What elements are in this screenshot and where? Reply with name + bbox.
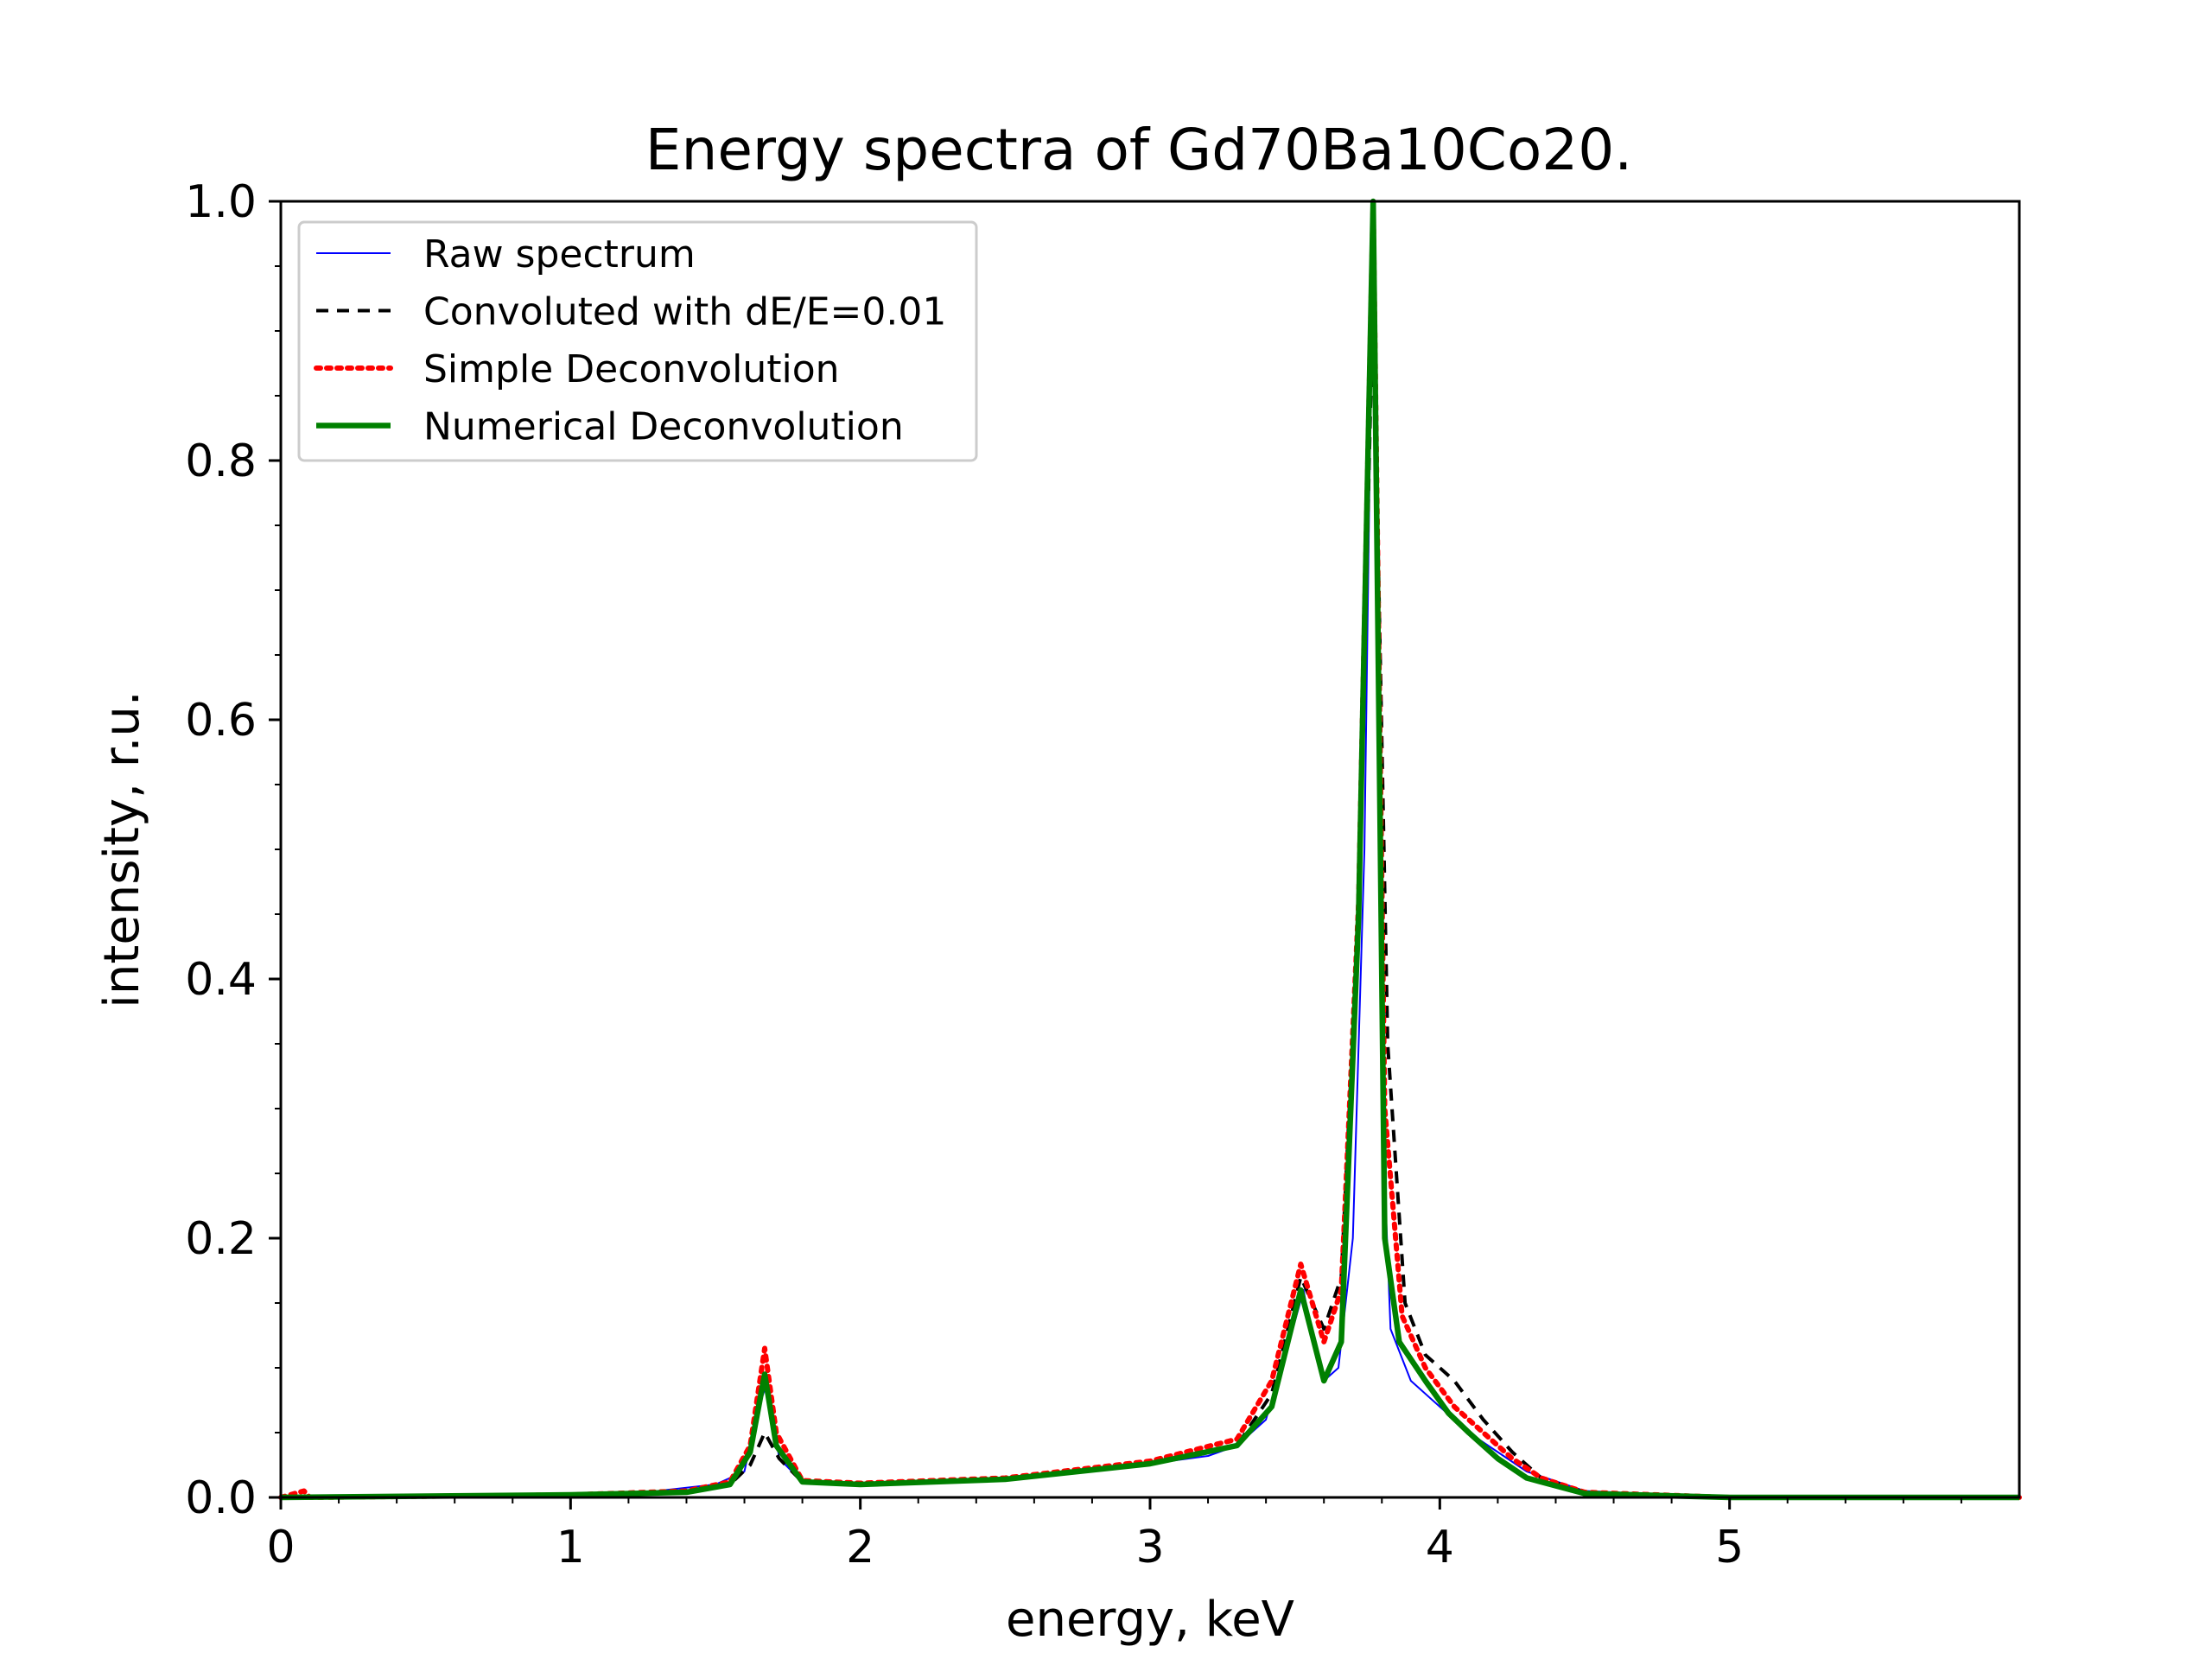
y-tick-label: 0.6 bbox=[185, 695, 257, 747]
legend-label-4: Numerical Deconvolution bbox=[423, 405, 904, 449]
series-layer bbox=[278, 198, 2022, 1501]
chart-title: Energy spectra of Gd70Ba10Co20. bbox=[645, 117, 1632, 183]
x-tick-label: 5 bbox=[1715, 1522, 1744, 1573]
y-tick-label: 0.8 bbox=[185, 435, 257, 487]
x-axis-ticks: 0 1 2 3 4 5 bbox=[266, 1497, 1962, 1573]
plot-area bbox=[278, 198, 2022, 1501]
y-axis-label: intensity, r.u. bbox=[94, 690, 150, 1007]
legend-entries: Raw spectrum Convoluted with dE/E=0.01 Sim… bbox=[314, 232, 946, 449]
legend: Raw spectrum Convoluted with dE/E=0.01 Sim… bbox=[297, 220, 978, 462]
x-axis-label: energy, keV bbox=[1006, 1592, 1294, 1648]
y-tick-label: 0.0 bbox=[185, 1472, 257, 1524]
legend-label-1: Raw spectrum bbox=[423, 232, 696, 276]
y-tick-label: 0.2 bbox=[185, 1213, 257, 1265]
y-axis-ticks: 0.0 0.2 0.4 0.6 0.8 1.0 bbox=[185, 176, 281, 1524]
legend-label-3: Simple Deconvolution bbox=[423, 347, 840, 391]
x-tick-label: 3 bbox=[1135, 1522, 1164, 1573]
x-tick-label: 4 bbox=[1426, 1522, 1454, 1573]
legend-label-2: Convoluted with dE/E=0.01 bbox=[423, 290, 946, 334]
x-tick-label: 0 bbox=[266, 1522, 295, 1573]
x-tick-label: 1 bbox=[556, 1522, 585, 1573]
y-tick-label: 0.4 bbox=[185, 954, 257, 1006]
x-tick-label: 2 bbox=[846, 1522, 874, 1573]
y-tick-label: 1.0 bbox=[185, 176, 257, 228]
series-line-4 bbox=[280, 198, 2019, 1501]
legend-box bbox=[297, 220, 978, 462]
